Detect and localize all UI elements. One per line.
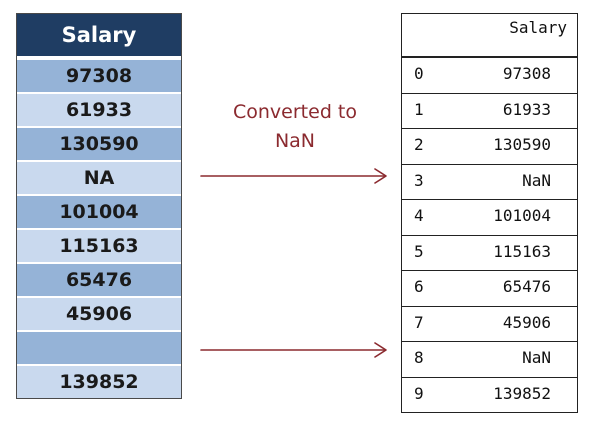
result-dataframe: Salary 0 97308 1 61933 2 130590 3 NaN 4 …	[401, 13, 578, 413]
row-value: 139852	[493, 383, 551, 403]
result-row: 9 139852	[402, 376, 577, 413]
result-row: 4 101004	[402, 199, 577, 235]
source-cell-missing-blank	[17, 330, 181, 364]
source-cell: 101004	[17, 194, 181, 228]
row-index: 7	[414, 312, 424, 332]
result-row: 2 130590	[402, 128, 577, 164]
result-header-row: Salary	[402, 14, 577, 57]
row-index: 1	[414, 99, 424, 119]
arrow-right-icon	[200, 168, 387, 184]
row-index: 3	[414, 170, 424, 190]
source-cell: 139852	[17, 364, 181, 398]
source-salary-column: Salary 97308 61933 130590 NA 101004 1151…	[16, 13, 182, 399]
row-index: 4	[414, 206, 424, 225]
arrow-right-icon	[200, 342, 387, 358]
source-cell: 130590	[17, 126, 181, 160]
source-column-header: Salary	[17, 14, 181, 58]
conversion-annotation: Converted to NaN	[222, 98, 368, 156]
result-row: 6 65476	[402, 270, 577, 306]
row-value: 115163	[493, 241, 551, 261]
annotation-line-1: Converted to	[233, 101, 357, 123]
annotation-line-2: NaN	[274, 130, 316, 152]
row-index: 8	[414, 348, 424, 367]
source-cell: 61933	[17, 92, 181, 126]
row-index: 5	[414, 241, 424, 261]
row-index: 0	[414, 64, 424, 83]
source-cell: 115163	[17, 228, 181, 262]
row-value: 97308	[502, 64, 551, 83]
result-row: 1 61933	[402, 92, 577, 129]
result-row: 3 NaN	[402, 163, 577, 200]
row-value: 65476	[502, 277, 551, 296]
source-cell: 97308	[17, 58, 181, 92]
result-row: 8 NaN	[402, 341, 577, 377]
row-index: 2	[414, 135, 424, 154]
result-row: 7 45906	[402, 305, 577, 342]
row-value: 101004	[493, 206, 551, 225]
result-column-header: Salary	[509, 18, 567, 37]
row-index: 9	[414, 383, 424, 403]
row-value: 45906	[502, 312, 551, 332]
source-cell: 65476	[17, 262, 181, 296]
source-cell-missing-na: NA	[17, 160, 181, 194]
result-row: 5 115163	[402, 234, 577, 271]
row-value-nan: NaN	[522, 170, 551, 190]
source-cell: 45906	[17, 296, 181, 330]
row-index: 6	[414, 277, 424, 296]
row-value: 61933	[502, 99, 551, 119]
row-value: 130590	[493, 135, 551, 154]
row-value-nan: NaN	[522, 348, 551, 367]
result-row: 0 97308	[402, 57, 577, 93]
